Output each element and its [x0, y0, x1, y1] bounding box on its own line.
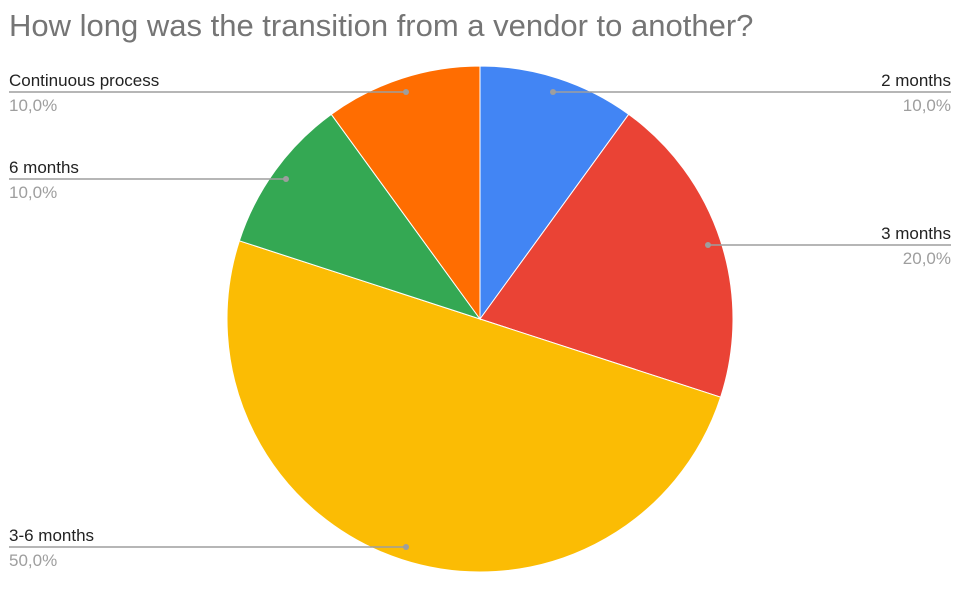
pie-slice-6-months — [238, 113, 482, 320]
slice-label-3-6-months: 3-6 months — [9, 526, 94, 545]
slice-label-continuous-process: Continuous process — [9, 71, 159, 90]
slice-percent-6-months: 10,0% — [9, 183, 57, 202]
chart-title: How long was the transition from a vendo… — [9, 8, 754, 43]
slice-label-3-months: 3 months — [881, 224, 951, 243]
slice-label-6-months: 6 months — [9, 158, 79, 177]
leader-dot-2-months — [550, 89, 556, 95]
pie-slice-3-6-months — [226, 240, 722, 573]
slice-percent-3-months: 20,0% — [903, 249, 951, 268]
slice-percent-3-6-months: 50,0% — [9, 551, 57, 570]
slice-label-2-months: 2 months — [881, 71, 951, 90]
pie-slice-3-months — [479, 113, 734, 398]
slice-percent-continuous-process: 10,0% — [9, 96, 57, 115]
leader-dot-continuous-process — [403, 89, 409, 95]
pie-slice-2-months — [479, 65, 630, 321]
leader-dot-6-months — [283, 176, 289, 182]
leader-dot-3-months — [705, 242, 711, 248]
leader-dot-3-6-months — [403, 544, 409, 550]
pie-slice-continuous-process — [330, 65, 481, 321]
slice-percent-2-months: 10,0% — [903, 96, 951, 115]
